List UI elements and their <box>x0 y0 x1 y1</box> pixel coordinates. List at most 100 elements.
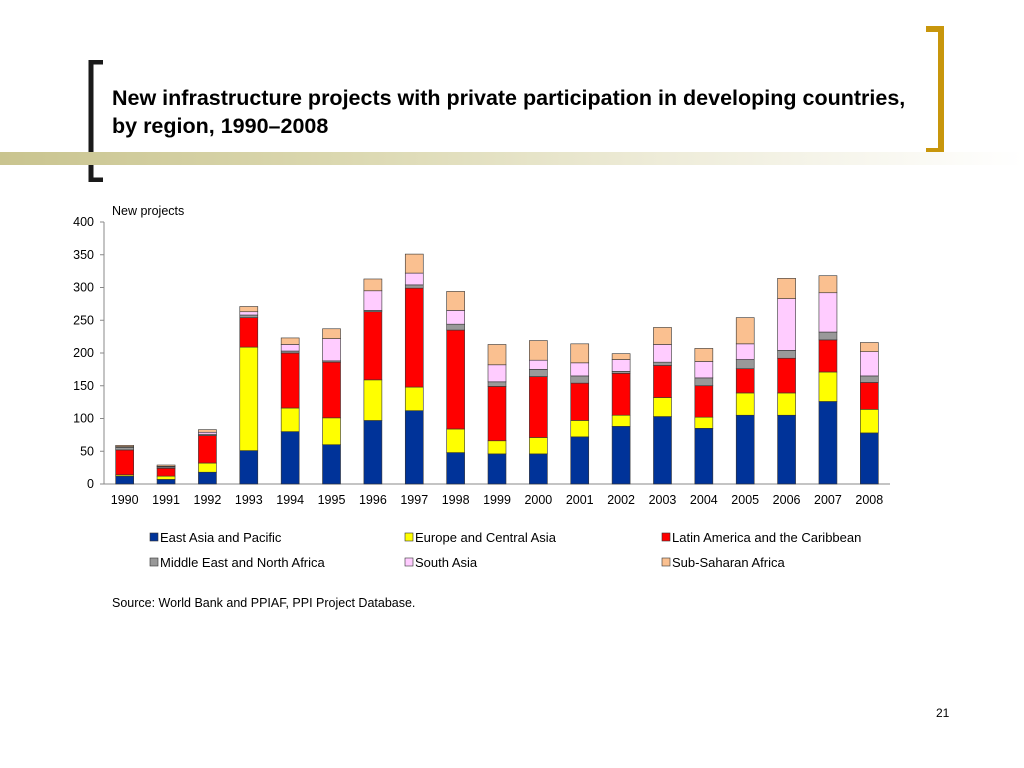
bar-segment-2003-s0 <box>653 416 672 485</box>
bar-segment-1990-s5 <box>115 445 134 447</box>
bar-segment-1993-s2 <box>239 317 259 348</box>
bar-segment-2005-s4 <box>735 343 755 360</box>
bar-segment-2002-s5 <box>611 353 631 360</box>
bar-segment-1990-s2 <box>115 449 134 476</box>
bar-segment-2005-s2 <box>735 368 755 394</box>
legend-item: East Asia and Pacific <box>149 530 282 545</box>
legend-item: Middle East and North Africa <box>149 555 326 570</box>
bar-segment-2000-s0 <box>529 453 548 485</box>
x-tick-label: 1997 <box>400 493 428 507</box>
bar-segment-1997-s5 <box>404 253 424 274</box>
bar-segment-1993-s0 <box>239 450 259 485</box>
right-bracket-decoration <box>926 26 944 154</box>
bar-segment-2000-s1 <box>529 437 548 455</box>
bar-segment-2006-s0 <box>777 414 796 485</box>
legend-label: East Asia and Pacific <box>160 530 282 545</box>
bar-segment-1990-s0 <box>115 475 134 485</box>
y-tick-label: 50 <box>80 444 94 458</box>
bar-segment-1992-s0 <box>198 471 217 485</box>
bar-segment-2004-s5 <box>694 348 714 362</box>
bar-segment-2007-s2 <box>818 339 838 373</box>
x-tick-label: 1991 <box>152 493 180 507</box>
bar-segment-1995-s4 <box>322 338 341 362</box>
legend-item: Sub-Saharan Africa <box>661 555 786 570</box>
legend-item: Latin America and the Caribbean <box>661 530 861 545</box>
bar-segment-2001-s2 <box>570 382 590 421</box>
bar-segment-2006-s3 <box>777 350 796 359</box>
bar-segment-2007-s1 <box>818 371 838 402</box>
bar-segment-1999-s3 <box>487 381 507 387</box>
bar-segment-2003-s1 <box>653 397 672 417</box>
x-tick-label: 1996 <box>359 493 387 507</box>
bar-segment-1993-s5 <box>239 306 259 313</box>
bar-segment-2007-s4 <box>818 292 838 333</box>
legend-swatch <box>149 532 159 542</box>
stacked-bar-chart: New projects 0 50 100 150 200 250 300 350 400 1990… <box>73 204 890 570</box>
bar-segment-1999-s0 <box>487 453 507 485</box>
bar-segment-2001-s0 <box>570 436 590 485</box>
bar-segment-1999-s4 <box>487 364 507 383</box>
bar-segment-1994-s0 <box>280 431 300 485</box>
bar-segment-2004-s0 <box>694 428 714 485</box>
bar-segment-1995-s5 <box>322 328 341 339</box>
bar-segment-2007-s5 <box>818 275 838 294</box>
bar-segment-2005-s0 <box>735 414 755 485</box>
legend-label: Latin America and the Caribbean <box>672 530 861 545</box>
left-bracket-decoration <box>88 60 103 182</box>
bar-segment-2001-s1 <box>570 420 590 438</box>
bar-segment-2008-s4 <box>860 351 879 377</box>
bar-segment-1992-s1 <box>198 462 217 473</box>
bar-segment-2004-s3 <box>694 377 714 387</box>
page-number: 21 <box>936 706 950 720</box>
bar-segment-1993-s1 <box>239 346 259 451</box>
x-tick-label: 1993 <box>235 493 263 507</box>
x-tick-label: 1995 <box>318 493 346 507</box>
legend-item: South Asia <box>404 555 478 570</box>
x-tick-label: 1999 <box>483 493 511 507</box>
slide-title: New infrastructure projects with private… <box>112 86 906 138</box>
bar-segment-1992-s5 <box>198 429 217 433</box>
bar-segment-1995-s2 <box>322 361 341 419</box>
bar-segment-1995-s0 <box>322 444 341 485</box>
bar-segment-1999-s1 <box>487 440 507 455</box>
bar-segment-2008-s5 <box>860 342 879 352</box>
bar-segment-2008-s3 <box>860 375 879 383</box>
bar-segment-1996-s1 <box>363 379 383 421</box>
x-tick-label: 1990 <box>111 493 139 507</box>
bar-segment-1991-s5 <box>156 464 176 467</box>
bar-segment-2006-s1 <box>777 392 796 416</box>
legend-swatch <box>404 557 414 567</box>
x-tick-label: 2001 <box>566 493 594 507</box>
bar-segment-2003-s5 <box>653 327 672 345</box>
bar-segment-2000-s3 <box>529 369 548 377</box>
x-tick-label: 2004 <box>690 493 718 507</box>
title-underline-bar <box>0 152 1024 165</box>
bar-segment-1993-s3 <box>239 314 259 318</box>
x-tick-label: 1994 <box>276 493 304 507</box>
y-tick-label: 300 <box>73 281 94 295</box>
bar-segment-1997-s2 <box>404 287 424 388</box>
legend-swatch <box>149 557 159 567</box>
bar-segment-2000-s2 <box>529 376 548 438</box>
bar-segment-1994-s4 <box>280 344 300 352</box>
x-tick-label: 2008 <box>855 493 883 507</box>
bar-segment-2007-s0 <box>818 401 838 485</box>
bar-segment-2003-s2 <box>653 365 672 398</box>
bar-segment-1994-s5 <box>280 337 300 345</box>
x-tick-label: 1998 <box>442 493 470 507</box>
legend-label: South Asia <box>415 555 478 570</box>
bar-segment-2002-s0 <box>611 426 631 485</box>
x-tick-label: 2006 <box>773 493 801 507</box>
bar-segment-1991-s0 <box>156 479 176 485</box>
bar-segment-2004-s1 <box>694 416 714 429</box>
bar-segment-1998-s1 <box>446 428 465 453</box>
y-tick-label: 350 <box>73 248 94 262</box>
x-tick-label: 1992 <box>194 493 222 507</box>
bar-segment-2005-s3 <box>735 359 755 370</box>
bar-segment-1998-s4 <box>446 310 465 325</box>
bar-segment-1996-s0 <box>363 420 383 485</box>
bar-segment-1994-s1 <box>280 407 300 432</box>
bar-segment-1996-s5 <box>363 278 383 292</box>
y-tick-label: 100 <box>73 412 94 426</box>
bar-segment-1997-s3 <box>404 284 424 289</box>
